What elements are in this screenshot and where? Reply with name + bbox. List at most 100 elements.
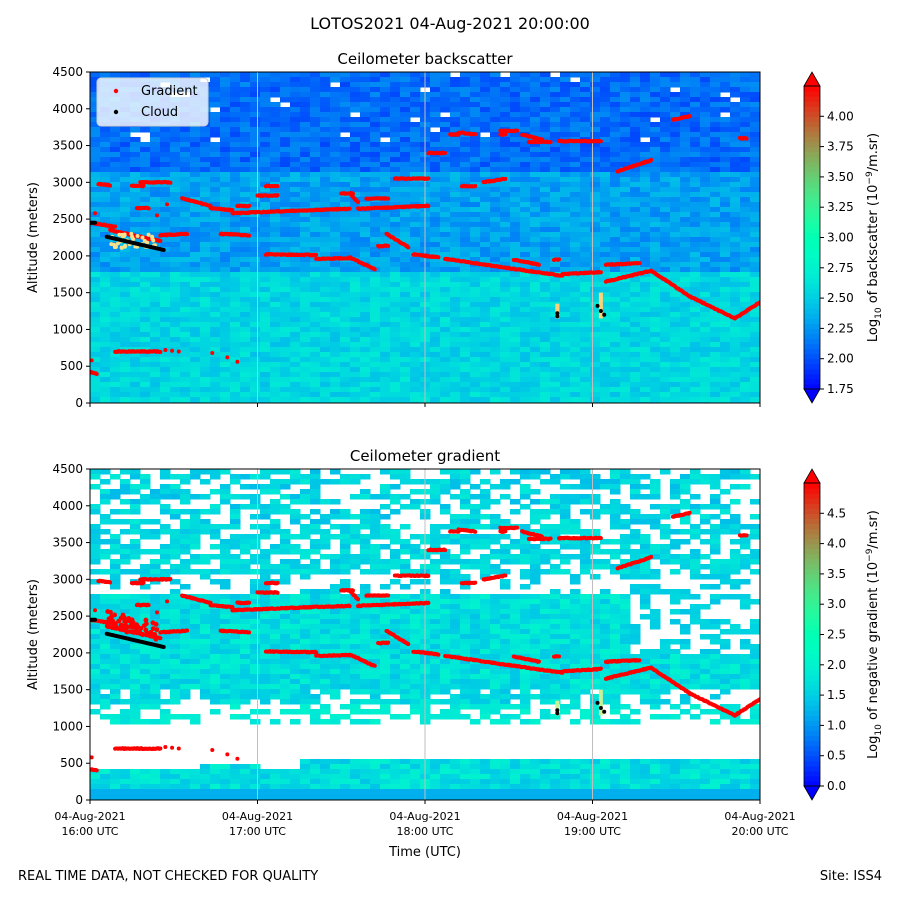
gradient-point [118,615,124,621]
gradient-point [148,629,154,635]
backscatter-spot [117,232,122,237]
colorbar-extend-max [803,468,821,484]
gradient-point [548,140,553,145]
gradient-point [168,180,173,185]
gradient-point [386,593,391,598]
gradient-point [154,627,160,633]
gradient-point [275,184,280,189]
gradient-point [386,640,391,645]
cloud-point [602,709,607,714]
gradient-point [108,609,113,615]
gradient-point [406,245,411,250]
cloud-point [555,711,560,716]
gradient-point [372,267,377,272]
gradient-point [557,654,561,659]
gradient-point [386,243,391,248]
gradient-point [126,616,132,621]
gradient-point [503,132,508,137]
y-tick-label: 0 [75,793,83,807]
x-tick-label: 16:00 UTC [61,825,118,838]
gradient-point [637,658,642,663]
gradient-point [406,642,411,647]
gradient-point [140,632,146,638]
colorbar-tick-label: 3.0 [827,597,846,611]
gradient-point [165,202,170,207]
gradient-point [436,255,441,260]
y-tick-label: 0 [75,396,83,410]
x-tick-label: 17:00 UTC [229,825,286,838]
gradient-point [170,745,175,750]
y-axis-label: Altitude (meters) [26,182,41,293]
gradient-point [225,355,230,360]
gradient-point [744,533,749,538]
colorbar-tick-label: 3.75 [827,140,854,154]
gradient-point [637,261,642,266]
backscatter-spot [146,232,151,237]
y-tick-label: 4500 [52,462,83,476]
gradient-point [356,199,360,204]
gradient-point [106,616,112,622]
gradient-point [152,631,158,637]
gradient-point [314,252,319,257]
legend-label-gradient: Gradient [141,84,198,99]
gradient-point [598,139,603,144]
cloud-point [595,700,600,705]
gradient-point [503,176,508,181]
gradient-point [225,752,230,757]
gradient-point [143,617,149,623]
gradient-point [146,206,151,211]
y-tick-label: 3500 [52,139,83,153]
legend-gradient-marker [113,88,119,94]
gradient-point [536,262,541,267]
gradient-point [426,203,431,208]
backscatter-spot [122,232,127,237]
gradient-point [598,536,603,541]
gradient-point [210,747,215,752]
gradient-point [210,350,215,355]
cloud-point [602,312,607,317]
gradient-point [649,157,654,162]
gradient-point [275,580,280,585]
gradient-point [356,597,360,602]
colorbar-tick-label: 1.0 [827,718,846,732]
gradient-point [473,529,478,534]
backscatter-spot [140,235,145,240]
colorbar-tick-label: 3.00 [827,231,854,245]
backscatter-spot [135,233,140,238]
gradient-point [158,636,163,641]
cloud-point [555,314,560,319]
gradient-point [124,629,130,635]
x-tick-label: 04-Aug-2021 [389,810,460,823]
gradient-point [185,232,190,237]
gradient-point [114,624,119,630]
legend-cloud-marker [113,109,119,115]
gradient-point [155,213,159,218]
gradient-point [93,608,98,613]
gradient-point [130,624,136,630]
gradient-point [473,183,478,188]
gradient-point [123,622,129,628]
y-tick-label: 2000 [52,249,83,263]
gradient-point [598,666,603,671]
x-tick-label: 04-Aug-2021 [724,810,795,823]
gradient-point [94,371,99,376]
backscatter-spot [150,236,155,241]
x-axis-label: Time (UTC) [388,845,461,860]
cloud-point [161,248,166,253]
gradient-point [515,525,520,530]
y-tick-label: 3000 [52,572,83,586]
gradient-point [90,358,94,363]
y-tick-label: 2500 [52,609,83,623]
y-tick-label: 2000 [52,646,83,660]
colorbar-extend-min [803,388,821,404]
gradient-point [275,590,280,595]
gradient-point [275,193,280,198]
backscatter-spot [122,244,127,249]
gradient-point [158,349,163,354]
gradient-point [536,659,541,664]
panel-title-backscatter: Ceilometer backscatter [337,50,513,68]
gradient-point [247,630,252,635]
colorbar-tick-label: 3.25 [827,200,854,214]
y-tick-label: 500 [60,756,83,770]
